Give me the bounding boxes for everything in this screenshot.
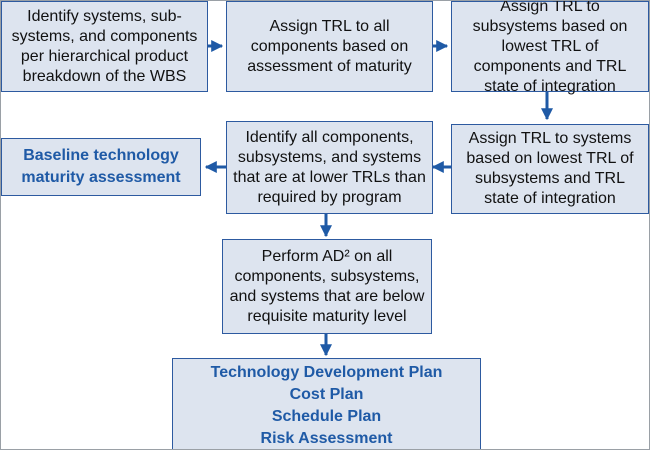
assign-trl-components-text: Assign TRL to all components based on as… bbox=[247, 17, 412, 75]
baseline-assessment-box: Baseline technology maturity assessment bbox=[1, 138, 201, 196]
output-technology-development-plan: Technology Development Plan bbox=[210, 364, 443, 381]
baseline-assessment-text: Baseline technology maturity assessment bbox=[21, 147, 181, 186]
output-schedule-plan: Schedule Plan bbox=[271, 408, 382, 425]
assign-trl-subsystems-box: Assign TRL to subsystems based on lowest… bbox=[451, 1, 649, 95]
perform-ad2-box: Perform AD² on all components, subsystem… bbox=[222, 239, 432, 334]
outputs-box: Technology Development Plan Cost Plan Sc… bbox=[172, 358, 481, 449]
assign-trl-subsystems-text: Assign TRL to subsystems based on lowest… bbox=[472, 0, 628, 95]
assign-trl-systems-box: Assign TRL to systems based on lowest TR… bbox=[451, 124, 649, 214]
assign-trl-components-box: Assign TRL to all components based on as… bbox=[226, 1, 433, 92]
identify-lower-trl-box: Identify all components, subsystems, and… bbox=[226, 121, 433, 214]
identify-systems-box: Identify systems, sub-systems, and compo… bbox=[1, 1, 208, 92]
perform-ad2-text: Perform AD² on all components, subsystem… bbox=[229, 247, 425, 325]
output-risk-assessment: Risk Assessment bbox=[260, 430, 393, 447]
identify-systems-text: Identify systems, sub-systems, and compo… bbox=[11, 7, 198, 85]
output-cost-plan: Cost Plan bbox=[289, 386, 364, 403]
assign-trl-systems-text: Assign TRL to systems based on lowest TR… bbox=[466, 130, 634, 207]
identify-lower-trl-text: Identify all components, subsystems, and… bbox=[233, 128, 426, 206]
